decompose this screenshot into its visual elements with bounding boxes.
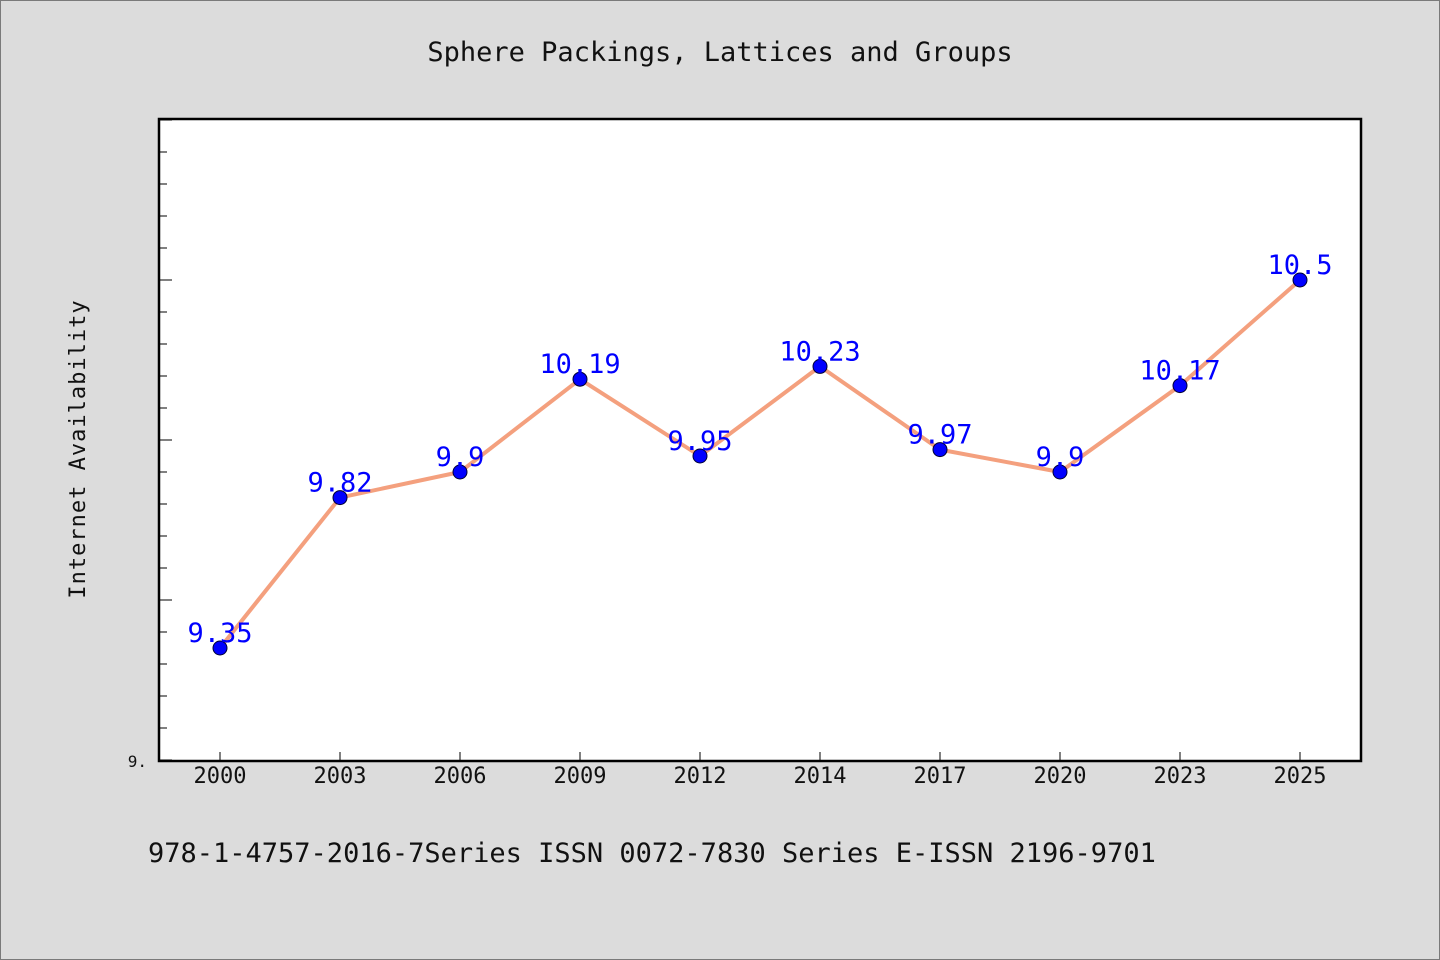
- data-point-marker: [1052, 464, 1068, 480]
- x-tick-label: 2003: [314, 764, 367, 789]
- data-label: 9.95: [667, 426, 732, 457]
- data-point-marker: [932, 442, 948, 458]
- data-label: 10.19: [539, 349, 620, 380]
- data-label: 10.17: [1139, 356, 1220, 387]
- x-tick-label: 2014: [794, 764, 847, 789]
- data-point-marker: [332, 490, 348, 506]
- data-label: 9.9: [436, 442, 485, 473]
- data-point-marker: [572, 371, 588, 387]
- y-axis-ticks: [160, 119, 172, 761]
- y-tick-label: 9.: [128, 752, 147, 771]
- series-markers: [212, 272, 1308, 656]
- x-axis-ticks: [219, 752, 1301, 760]
- data-point-marker: [812, 358, 828, 374]
- chart-title: Sphere Packings, Lattices and Groups: [427, 37, 1012, 68]
- data-label: 9.97: [907, 420, 972, 451]
- data-label: 9.9: [1036, 442, 1085, 473]
- plot-area: [157, 117, 1363, 763]
- data-label: 10.5: [1267, 250, 1332, 281]
- x-tick-label: 2017: [914, 764, 967, 789]
- x-axis-tick-labels: 2000 2003 2006 2009 2012 2014 2017 2020 2023 2025: [194, 764, 1327, 789]
- x-tick-label: 2012: [674, 764, 727, 789]
- data-point-marker: [692, 448, 708, 464]
- x-tick-label: 2025: [1274, 764, 1327, 789]
- data-point-marker: [212, 640, 228, 656]
- y-axis-label: Internet Availability: [66, 299, 91, 598]
- data-point-marker: [452, 464, 468, 480]
- data-point-marker: [1172, 378, 1188, 394]
- data-label: 9.35: [187, 618, 252, 649]
- data-labels: 9.35 9.82 9.9 10.19 9.95 10.23 9.97 9.9 10.17 10.…: [187, 250, 1332, 649]
- x-tick-label: 2023: [1154, 764, 1207, 789]
- x-tick-label: 2006: [434, 764, 487, 789]
- x-tick-label: 2000: [194, 764, 247, 789]
- x-tick-label: 2020: [1034, 764, 1087, 789]
- x-tick-label: 2009: [554, 764, 607, 789]
- data-point-marker: [1292, 272, 1308, 288]
- data-label: 10.23: [779, 336, 860, 367]
- footer-isbn-issn: 978-1-4757-2016-7Series ISSN 0072-7830 S…: [148, 838, 1156, 869]
- data-label: 9.82: [307, 468, 372, 499]
- series-line: [218, 278, 1302, 650]
